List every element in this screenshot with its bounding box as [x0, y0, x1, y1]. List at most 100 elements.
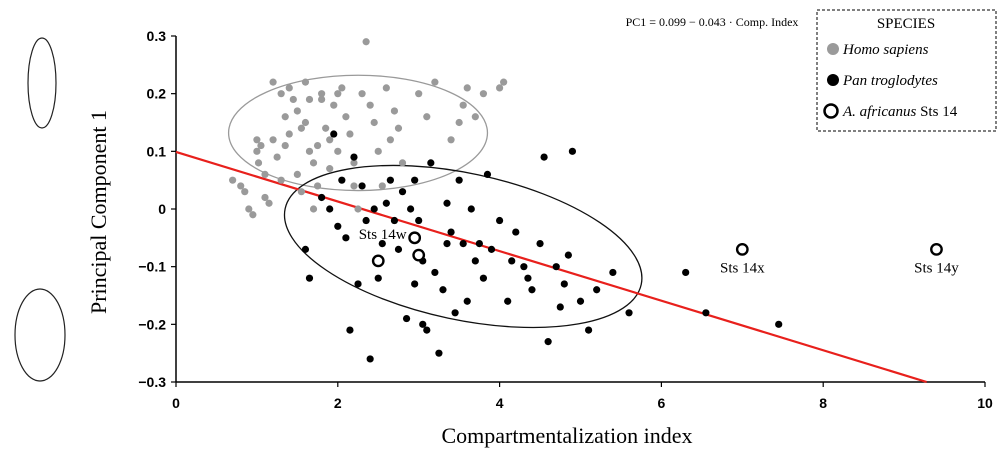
x-tick-label: 10 [977, 395, 993, 411]
pan-troglodytes-point [556, 303, 564, 311]
pan-troglodytes-point [415, 216, 423, 225]
pan-troglodytes-point [483, 170, 492, 178]
homo-sapiens-point [334, 90, 342, 98]
homo-sapiens-point [330, 101, 338, 109]
homo-sapiens-point [370, 118, 378, 127]
homo-sapiens-point [394, 124, 403, 132]
pan-troglodytes-point [301, 245, 310, 253]
pan-troglodytes-point [394, 245, 403, 253]
homo-sapiens-point [342, 113, 350, 121]
homo-sapiens-point [358, 90, 366, 98]
pan-troglodytes-point [496, 216, 504, 225]
homo-sapiens-point [459, 101, 467, 109]
regression-equation: PC1 = 0.099 − 0.043 · Comp. Index [626, 15, 799, 29]
pan-troglodytes-point [439, 286, 447, 294]
specimen-label: Sts 14w [359, 227, 407, 243]
homo-sapiens-point [318, 95, 326, 104]
pan-troglodytes-point [593, 286, 601, 294]
pan-troglodytes-point [584, 326, 593, 334]
pan-troglodytes-point [702, 309, 710, 317]
homo-sapiens-point [366, 101, 374, 109]
wide-outline-icon [14, 288, 66, 382]
homo-sapiens-point [309, 159, 318, 167]
pan-troglodytes-point [443, 240, 451, 248]
pan-troglodytes-point [552, 263, 560, 271]
pan-troglodytes-point [354, 280, 362, 288]
homo-sapiens-point [241, 188, 249, 196]
pan-troglodytes-point [504, 297, 512, 305]
confidence-ellipse [227, 74, 489, 192]
homo-sapiens-point [301, 118, 310, 127]
pan-troglodytes-point [528, 286, 536, 294]
pan-troglodytes-point [463, 297, 471, 305]
homo-sapiens-point [305, 95, 314, 104]
homo-sapiens-point [245, 205, 253, 213]
pan-troglodytes-point [386, 176, 394, 184]
pan-troglodytes-point [366, 355, 374, 363]
homo-sapiens-point [496, 84, 504, 92]
homo-sapiens-point [249, 211, 257, 219]
pan-troglodytes-point [338, 176, 346, 184]
y-tick-label: 0.2 [147, 86, 167, 102]
x-tick-label: 2 [334, 395, 342, 411]
legend-marker-africanus [823, 103, 839, 119]
y-tick-label: −0.3 [138, 374, 166, 390]
pan-troglodytes-point [564, 251, 572, 259]
homo-sapiens-point [471, 113, 479, 121]
homo-sapiens-point [305, 147, 314, 155]
pan-troglodytes-point [350, 153, 358, 161]
pan-troglodytes-point [443, 199, 451, 207]
pan-troglodytes-point [479, 274, 488, 282]
pan-troglodytes-point [398, 188, 407, 196]
pan-troglodytes-point [475, 240, 483, 248]
x-tick-label: 4 [496, 395, 504, 411]
homo-sapiens-point [500, 78, 508, 86]
confidence-ellipse [283, 164, 643, 329]
homo-sapiens-point [289, 95, 297, 104]
homo-sapiens-point [253, 136, 261, 144]
homo-sapiens-point [309, 205, 318, 213]
pan-troglodytes-point [524, 274, 532, 282]
pan-troglodytes-point [520, 263, 528, 271]
pan-troglodytes-point [455, 176, 463, 184]
homo-sapiens-point [382, 84, 390, 92]
homo-sapiens-point [326, 136, 334, 144]
plot-area: −0.3 −0.2 −0.1 0 0.1 0.2 0.3 0 2 4 6 8 10 Sts 14w Sts … [138, 28, 993, 411]
x-axis-label: Compartmentalization index [441, 423, 692, 448]
y-tick-label: −0.1 [138, 259, 166, 275]
legend-title: SPECIES [877, 16, 935, 32]
legend-label-homo: Homo sapiens [842, 42, 929, 58]
pan-troglodytes-point [427, 159, 435, 167]
homo-sapiens-point [257, 141, 265, 150]
pan-troglodytes-point [431, 268, 439, 277]
africanus-point [371, 254, 385, 268]
homo-sapiens-point [293, 170, 301, 178]
homo-sapiens-point [285, 130, 293, 138]
pan-troglodytes-point [471, 257, 479, 265]
homo-sapiens-point [269, 136, 277, 144]
africanus-point [930, 242, 943, 256]
legend-label-africanus-species: A. africanus [842, 104, 916, 120]
pan-troglodytes-point [378, 240, 386, 248]
homo-sapiens-point [322, 124, 330, 132]
specimen-label: Sts 14y [914, 260, 959, 276]
legend-label-africanus-specimen: Sts 14 [916, 104, 957, 120]
pan-troglodytes-point [536, 240, 544, 248]
pan-troglodytes-point [402, 314, 411, 323]
pan-troglodytes-point [459, 240, 467, 248]
x-tick-label: 6 [658, 395, 666, 411]
homo-sapiens-point [479, 90, 488, 98]
homo-sapiens-point [354, 205, 362, 213]
homo-sapiens-point [229, 176, 237, 184]
legend-marker-pan [827, 74, 839, 86]
pan-troglodytes-point [305, 274, 314, 282]
pan-troglodytes-point [346, 326, 354, 334]
pan-troglodytes-point [411, 176, 419, 184]
homo-sapiens-point [386, 136, 394, 144]
africanus-point [412, 248, 426, 262]
pan-troglodytes-point [540, 153, 548, 161]
homo-sapiens-point [313, 141, 322, 150]
homo-sapiens-point [390, 107, 399, 115]
pan-troglodytes-point [334, 222, 342, 230]
homo-sapiens-point [334, 147, 342, 155]
